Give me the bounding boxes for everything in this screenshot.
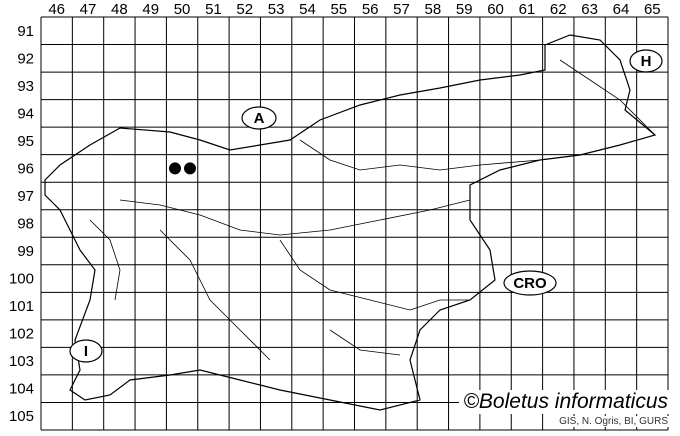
column-label: 50 (174, 1, 191, 18)
row-label: 104 (9, 381, 34, 398)
rivers (89, 59, 656, 361)
column-label: 54 (299, 1, 316, 18)
record-point (169, 162, 181, 175)
column-label: 52 (236, 1, 253, 18)
column-label: 62 (550, 1, 567, 18)
column-label: 58 (425, 1, 442, 18)
row-label: 95 (17, 133, 34, 150)
column-label: 49 (142, 1, 159, 18)
column-label: 61 (519, 1, 536, 18)
data-source: GIS, N. Ogris, BI, GURS (557, 416, 670, 427)
country-label-austria: A (254, 110, 265, 127)
row-label: 94 (17, 105, 34, 122)
copyright-credit: ©Boletus informaticus (459, 390, 672, 414)
row-label: 100 (9, 271, 34, 288)
row-label: 105 (9, 408, 34, 425)
column-label: 46 (48, 1, 65, 18)
column-label: 60 (487, 1, 504, 18)
country-label-italy-ellipse (69, 339, 103, 363)
column-label: 64 (613, 1, 630, 18)
row-label: 103 (9, 353, 34, 370)
row-label: 97 (17, 188, 34, 205)
row-label: 102 (9, 326, 34, 343)
column-label: 47 (80, 1, 97, 18)
country-outline (44, 34, 657, 411)
column-label: 59 (456, 1, 473, 18)
row-label: 99 (17, 243, 34, 260)
country-label-hungary-ellipse (629, 49, 663, 73)
row-label: 98 (17, 216, 34, 233)
row-label: 92 (17, 50, 34, 67)
column-label: 51 (205, 1, 222, 18)
row-label: 91 (17, 23, 34, 40)
column-label: 55 (330, 1, 347, 18)
column-label: 56 (362, 1, 379, 18)
record-point (184, 162, 196, 175)
column-label: 57 (393, 1, 410, 18)
column-label: 48 (111, 1, 128, 18)
country-label-austria-ellipse (241, 106, 277, 130)
grid-lines (40, 16, 669, 431)
row-label: 101 (9, 298, 34, 315)
row-label: 93 (17, 78, 34, 95)
country-label-croatia: CRO (513, 275, 547, 292)
country-label-hungary: H (641, 53, 652, 70)
column-label: 65 (644, 1, 661, 18)
country-label-croatia-ellipse (503, 270, 557, 296)
column-label: 53 (268, 1, 285, 18)
row-label: 96 (17, 160, 34, 177)
column-label: 63 (581, 1, 598, 18)
country-label-italy: I (84, 343, 88, 360)
